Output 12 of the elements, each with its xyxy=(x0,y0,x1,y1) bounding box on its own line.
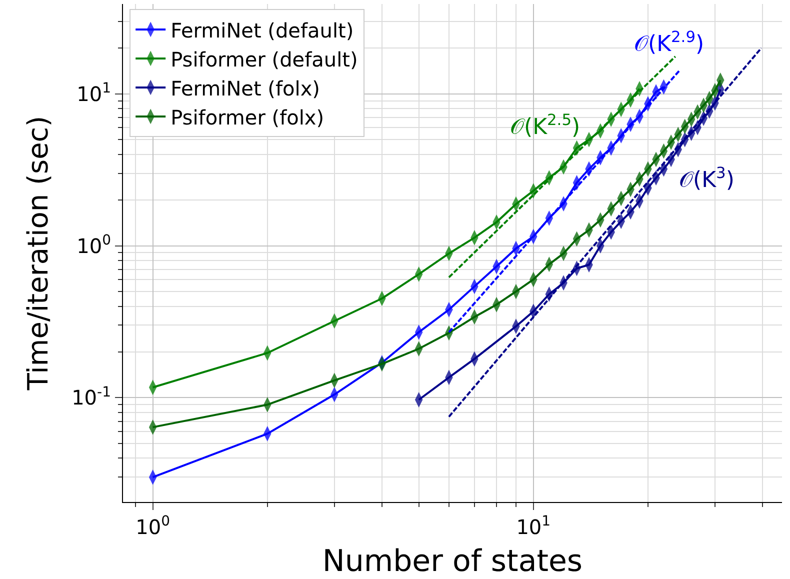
legend-label: Psiformer (folx) xyxy=(170,105,324,130)
legend-label: Psiformer (default) xyxy=(170,47,358,72)
y-axis-title: Time/iteration (sec) xyxy=(21,116,54,392)
annotation: 𝒪(K$^{2.9}$) xyxy=(634,28,704,58)
y-tick-label: 10$^{-1}$ xyxy=(72,384,111,410)
y-tick-label: 10$^{0}$ xyxy=(76,232,111,258)
annotation: 𝒪(K$^{3}$) xyxy=(679,164,734,194)
x-axis-title: Number of states xyxy=(322,544,583,579)
annotation: 𝒪(K$^{2.5}$) xyxy=(510,111,580,140)
legend-label: FermiNet (default) xyxy=(170,18,354,42)
legend-label: FermiNet (folx) xyxy=(170,76,320,100)
y-tick-label: 10$^{1}$ xyxy=(76,80,111,106)
